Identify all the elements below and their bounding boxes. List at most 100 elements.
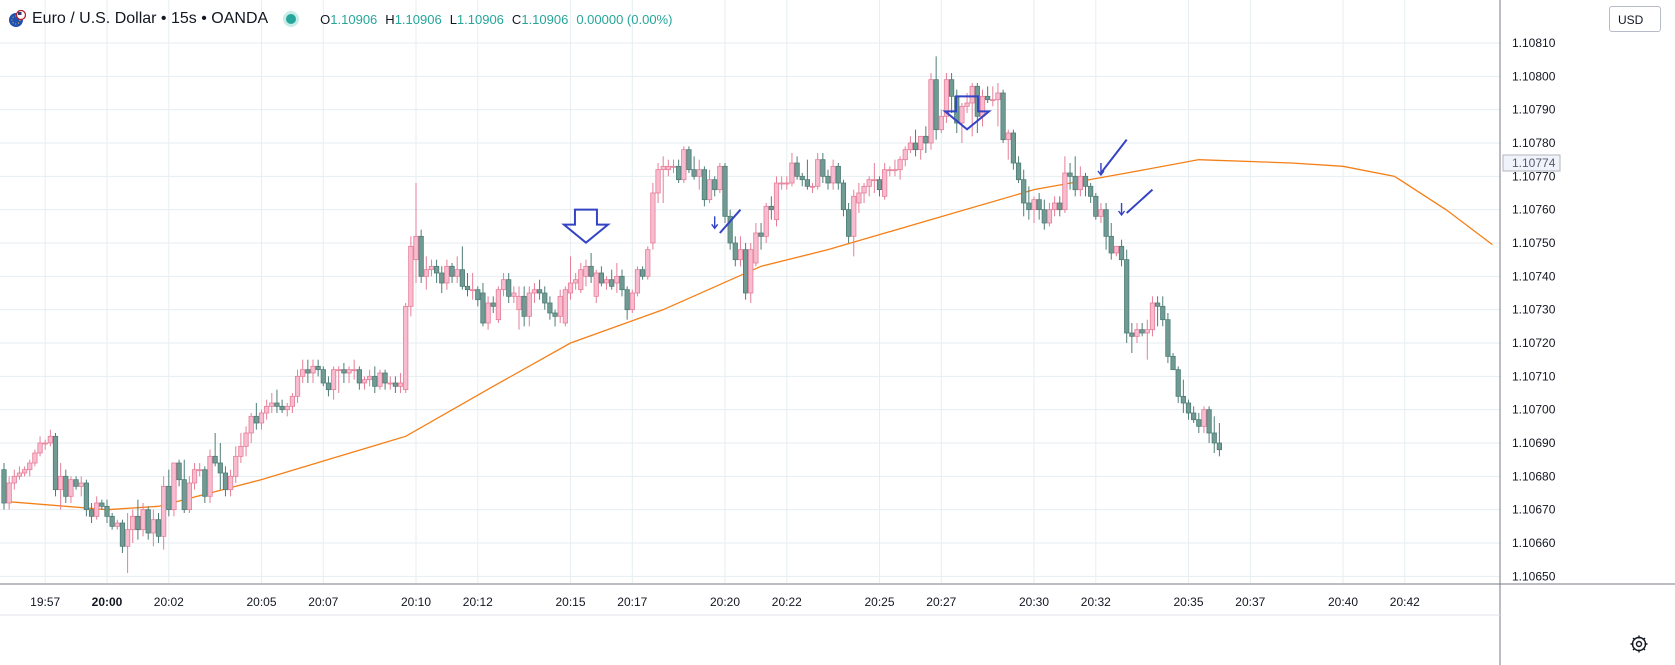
candle-body: [1201, 409, 1207, 427]
candle: [1000, 89, 1006, 143]
candle-body: [207, 455, 213, 497]
candle: [1, 463, 7, 510]
candle: [1149, 296, 1156, 337]
candle-body: [598, 272, 605, 284]
candle: [140, 503, 146, 537]
candle-body: [526, 292, 532, 317]
y-tick-label: 1.10680: [1512, 469, 1556, 483]
candle-body: [578, 269, 584, 291]
candle-body: [202, 469, 208, 497]
candle: [1144, 319, 1150, 360]
candle-body: [248, 415, 254, 434]
candle-body: [42, 442, 48, 445]
candle-body: [1175, 369, 1181, 397]
candle: [1072, 156, 1078, 197]
candle-body: [387, 382, 393, 385]
candle-body: [681, 149, 687, 181]
candle: [655, 163, 661, 203]
candle-body: [773, 182, 780, 221]
candle: [1124, 249, 1130, 343]
candle-body: [629, 292, 635, 311]
candle-body: [990, 99, 996, 102]
candle: [650, 183, 656, 250]
candle-body: [794, 162, 800, 177]
candle-body: [851, 195, 857, 237]
candle: [161, 476, 167, 550]
candle-body: [1170, 355, 1176, 371]
candle-body: [1021, 179, 1027, 204]
candle-body: [835, 165, 841, 184]
candle-body: [562, 289, 568, 324]
candle-body: [1046, 209, 1053, 224]
candle-body: [1082, 175, 1089, 187]
candle-body: [511, 292, 517, 297]
candle-body: [1010, 132, 1017, 164]
candle-body: [1129, 332, 1135, 337]
candle: [423, 256, 429, 290]
candle-body: [943, 79, 950, 117]
candle: [990, 86, 996, 107]
candle: [83, 479, 89, 517]
candle-body: [640, 269, 646, 277]
candle: [727, 209, 733, 250]
candle: [1211, 416, 1217, 453]
candle: [310, 359, 316, 383]
candle-body: [433, 265, 440, 274]
candle: [949, 73, 955, 113]
candle-body: [846, 209, 852, 237]
candle-body: [78, 482, 84, 487]
candle-body: [737, 249, 744, 261]
candle-body: [573, 279, 579, 284]
candle: [768, 196, 774, 220]
candle-body: [88, 509, 95, 517]
y-tick-label: 1.10810: [1512, 36, 1556, 50]
candle-body: [969, 85, 975, 104]
candle: [969, 83, 975, 137]
candle: [835, 163, 841, 190]
candle: [1134, 323, 1140, 343]
candle-body: [1155, 302, 1161, 307]
candle: [892, 159, 898, 177]
candle-body: [542, 292, 548, 304]
candle-body: [495, 289, 502, 321]
candle-body: [346, 369, 352, 374]
x-tick-label: 19:57: [30, 595, 60, 609]
candle-body: [243, 432, 249, 447]
drawing-annotations[interactable]: [561, 95, 1154, 244]
currency-selector[interactable]: USD: [1609, 6, 1661, 32]
candle: [876, 176, 883, 197]
candle: [809, 183, 816, 193]
down-arrow-drawing: [561, 208, 611, 244]
candle: [186, 476, 192, 513]
candle-body: [1211, 432, 1217, 444]
candle: [480, 283, 486, 327]
candle-body: [609, 279, 615, 287]
gear-icon[interactable]: [1629, 634, 1649, 654]
candle-body: [1041, 209, 1047, 224]
candle: [567, 256, 574, 300]
candle: [938, 109, 944, 133]
candle: [248, 413, 254, 443]
candle: [1160, 296, 1166, 327]
candle: [1185, 399, 1192, 420]
candle: [68, 476, 74, 503]
candle: [1031, 196, 1037, 223]
candle: [356, 366, 362, 390]
candle: [1088, 183, 1094, 203]
candle-body: [1185, 402, 1192, 414]
candle-body: [423, 269, 429, 277]
small-arrow-drawing: [711, 216, 719, 230]
candle-body: [743, 249, 749, 294]
candle: [737, 236, 744, 267]
small-arrow-drawing: [1117, 203, 1126, 217]
candle: [815, 153, 821, 190]
candle: [1026, 186, 1032, 220]
candle-body: [887, 169, 893, 172]
candle-body: [330, 369, 337, 391]
candle: [470, 273, 476, 300]
candle: [830, 159, 836, 190]
candle-body: [789, 162, 795, 184]
symbol-title[interactable]: Euro / U.S. Dollar • 15s • OANDA: [32, 10, 269, 27]
